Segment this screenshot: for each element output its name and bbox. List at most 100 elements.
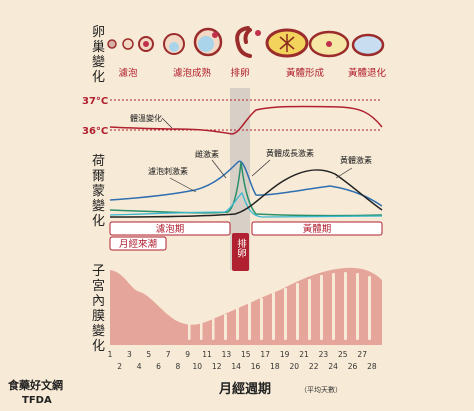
- temperature-curve: [109, 105, 383, 135]
- temp-low-label: 36°C: [82, 126, 108, 137]
- follicular-phase-bar: [109, 221, 231, 236]
- temperature-leader-line: [161, 117, 173, 129]
- estrogen-leader-line: [211, 159, 227, 179]
- menstruation-label: 月經來潮: [119, 238, 157, 250]
- day-tick-label: 12: [212, 362, 222, 371]
- gland-icon: [212, 318, 215, 340]
- day-tick-label: 1: [108, 350, 113, 359]
- hormone-label-char: 變: [92, 198, 105, 214]
- day-tick-label: 25: [338, 350, 348, 359]
- follicle-icon: [122, 38, 134, 50]
- ovary-label-char: 化: [92, 70, 105, 85]
- mature-oocyte-icon: [212, 32, 218, 38]
- day-tick-label: 5: [146, 350, 151, 359]
- uterus-label-char: 內: [92, 294, 105, 309]
- stage-label-corpus-luteum: 黃體形成: [286, 67, 325, 79]
- corpus-albicans-icon: [351, 33, 385, 57]
- corpus-luteum-late-center-icon: [326, 41, 332, 47]
- ovary-label: 卵 巢 變 化: [92, 25, 105, 85]
- gland-icon: [356, 273, 359, 340]
- axis-title: 月經週期: [218, 381, 271, 397]
- uterus-label-char: 子: [92, 264, 105, 279]
- uterus-label-char: 膜: [92, 309, 105, 324]
- hormone-label: 荷 爾 蒙 變 化: [92, 154, 105, 229]
- logo-line2: TFDA: [22, 395, 52, 406]
- uterus-label-char: 化: [92, 339, 105, 354]
- ovary-label-char: 巢: [92, 40, 105, 55]
- stage-label-corpus-luteum-regression: 黃體退化: [348, 67, 387, 79]
- uterus-label: 子 宮 內 膜 變 化: [92, 264, 105, 354]
- ovulation-label: 排卵: [235, 238, 247, 259]
- gland-icon: [260, 298, 263, 340]
- day-tick-label: 13: [222, 350, 232, 359]
- day-tick-label: 9: [185, 350, 190, 359]
- follicle-antrum-icon: [169, 42, 179, 52]
- day-tick-label: 24: [328, 362, 338, 371]
- ovary-stage-illustrations: [107, 26, 385, 58]
- progesterone-leader-line: [335, 167, 353, 179]
- progesterone-label: 黃體激素: [340, 155, 372, 165]
- follicle-small-icon: [107, 39, 117, 49]
- logo-background: [3, 372, 73, 408]
- day-tick-label: 20: [290, 362, 300, 371]
- endometrium-glands: [188, 272, 371, 340]
- day-tick-label: 19: [280, 350, 290, 359]
- stage-label-ovulation: 排卵: [230, 67, 249, 79]
- menstruation-bar: [109, 236, 167, 251]
- day-tick-label: 16: [251, 362, 261, 371]
- hormone-label-char: 荷: [92, 154, 105, 169]
- day-tick-label: 27: [357, 350, 367, 359]
- axis-subtitle: （平均天數）: [300, 385, 342, 394]
- day-tick-label: 4: [137, 362, 142, 371]
- temperature-section: 37°C 36°C 體溫變化: [82, 96, 383, 137]
- ruptured-follicle-icon: [235, 26, 252, 58]
- luteal-phase-bar: [251, 221, 383, 236]
- day-tick-label: 17: [260, 350, 270, 359]
- gland-icon: [200, 322, 203, 340]
- tfda-logo: 食藥好文網 TFDA: [3, 372, 73, 408]
- released-egg-icon: [255, 30, 261, 36]
- lh-label: 黃體成長激素: [266, 148, 314, 158]
- follicle-mature-antrum-icon: [198, 36, 214, 52]
- phase-bars: 濾泡期 月經來潮 排卵 黃體期: [109, 221, 383, 271]
- temperature-curve-label: 體溫變化: [130, 113, 162, 123]
- day-tick-label: 28: [367, 362, 377, 371]
- follicle-oocyte-icon: [143, 41, 149, 47]
- endometrium-shape: [110, 267, 382, 345]
- day-tick-label: 15: [241, 350, 251, 359]
- day-tick-label: 8: [176, 362, 181, 371]
- gland-icon: [284, 288, 287, 340]
- follicular-phase-label: 濾泡期: [156, 223, 185, 235]
- temp-high-label: 37°C: [82, 96, 108, 107]
- day-tick-label: 21: [299, 350, 309, 359]
- ovulation-bar: [232, 233, 249, 271]
- day-tick-label: 18: [270, 362, 280, 371]
- day-tick-label: 23: [319, 350, 329, 359]
- ovary-label-char: 卵: [92, 25, 105, 40]
- fsh-leader-line: [169, 177, 197, 193]
- gland-icon: [368, 276, 371, 340]
- ovary-stage-labels: 濾泡 濾泡成熟 排卵 黃體形成 黃體退化: [118, 67, 386, 79]
- lh-leader-line: [251, 159, 271, 177]
- gland-icon: [224, 314, 227, 340]
- gland-icon: [332, 273, 335, 340]
- day-ticks-bottom: 2 4 6 8 10 12 14 16 18 20 22 24 26 28: [117, 362, 377, 371]
- hormone-label-char: 爾: [92, 169, 105, 184]
- gland-icon: [236, 308, 239, 340]
- hormone-curves: 濾泡刺激素 雌激素 黃體成長激素 黃體激素: [109, 148, 383, 218]
- uterus-label-char: 宮: [92, 278, 105, 294]
- estrogen-label: 雌激素: [195, 149, 219, 159]
- day-tick-label: 2: [117, 362, 122, 371]
- day-tick-label: 6: [156, 362, 161, 371]
- stage-label-follicle-mature: 濾泡成熟: [173, 67, 212, 79]
- day-tick-label: 3: [127, 350, 132, 359]
- day-tick-label: 22: [309, 362, 319, 371]
- gland-icon: [344, 272, 347, 340]
- uterus-label-char: 變: [92, 323, 105, 339]
- day-tick-label: 7: [166, 350, 171, 359]
- logo-line1: 食藥好文網: [8, 378, 63, 392]
- fsh-label: 濾泡刺激素: [148, 166, 188, 176]
- gland-icon: [320, 275, 323, 340]
